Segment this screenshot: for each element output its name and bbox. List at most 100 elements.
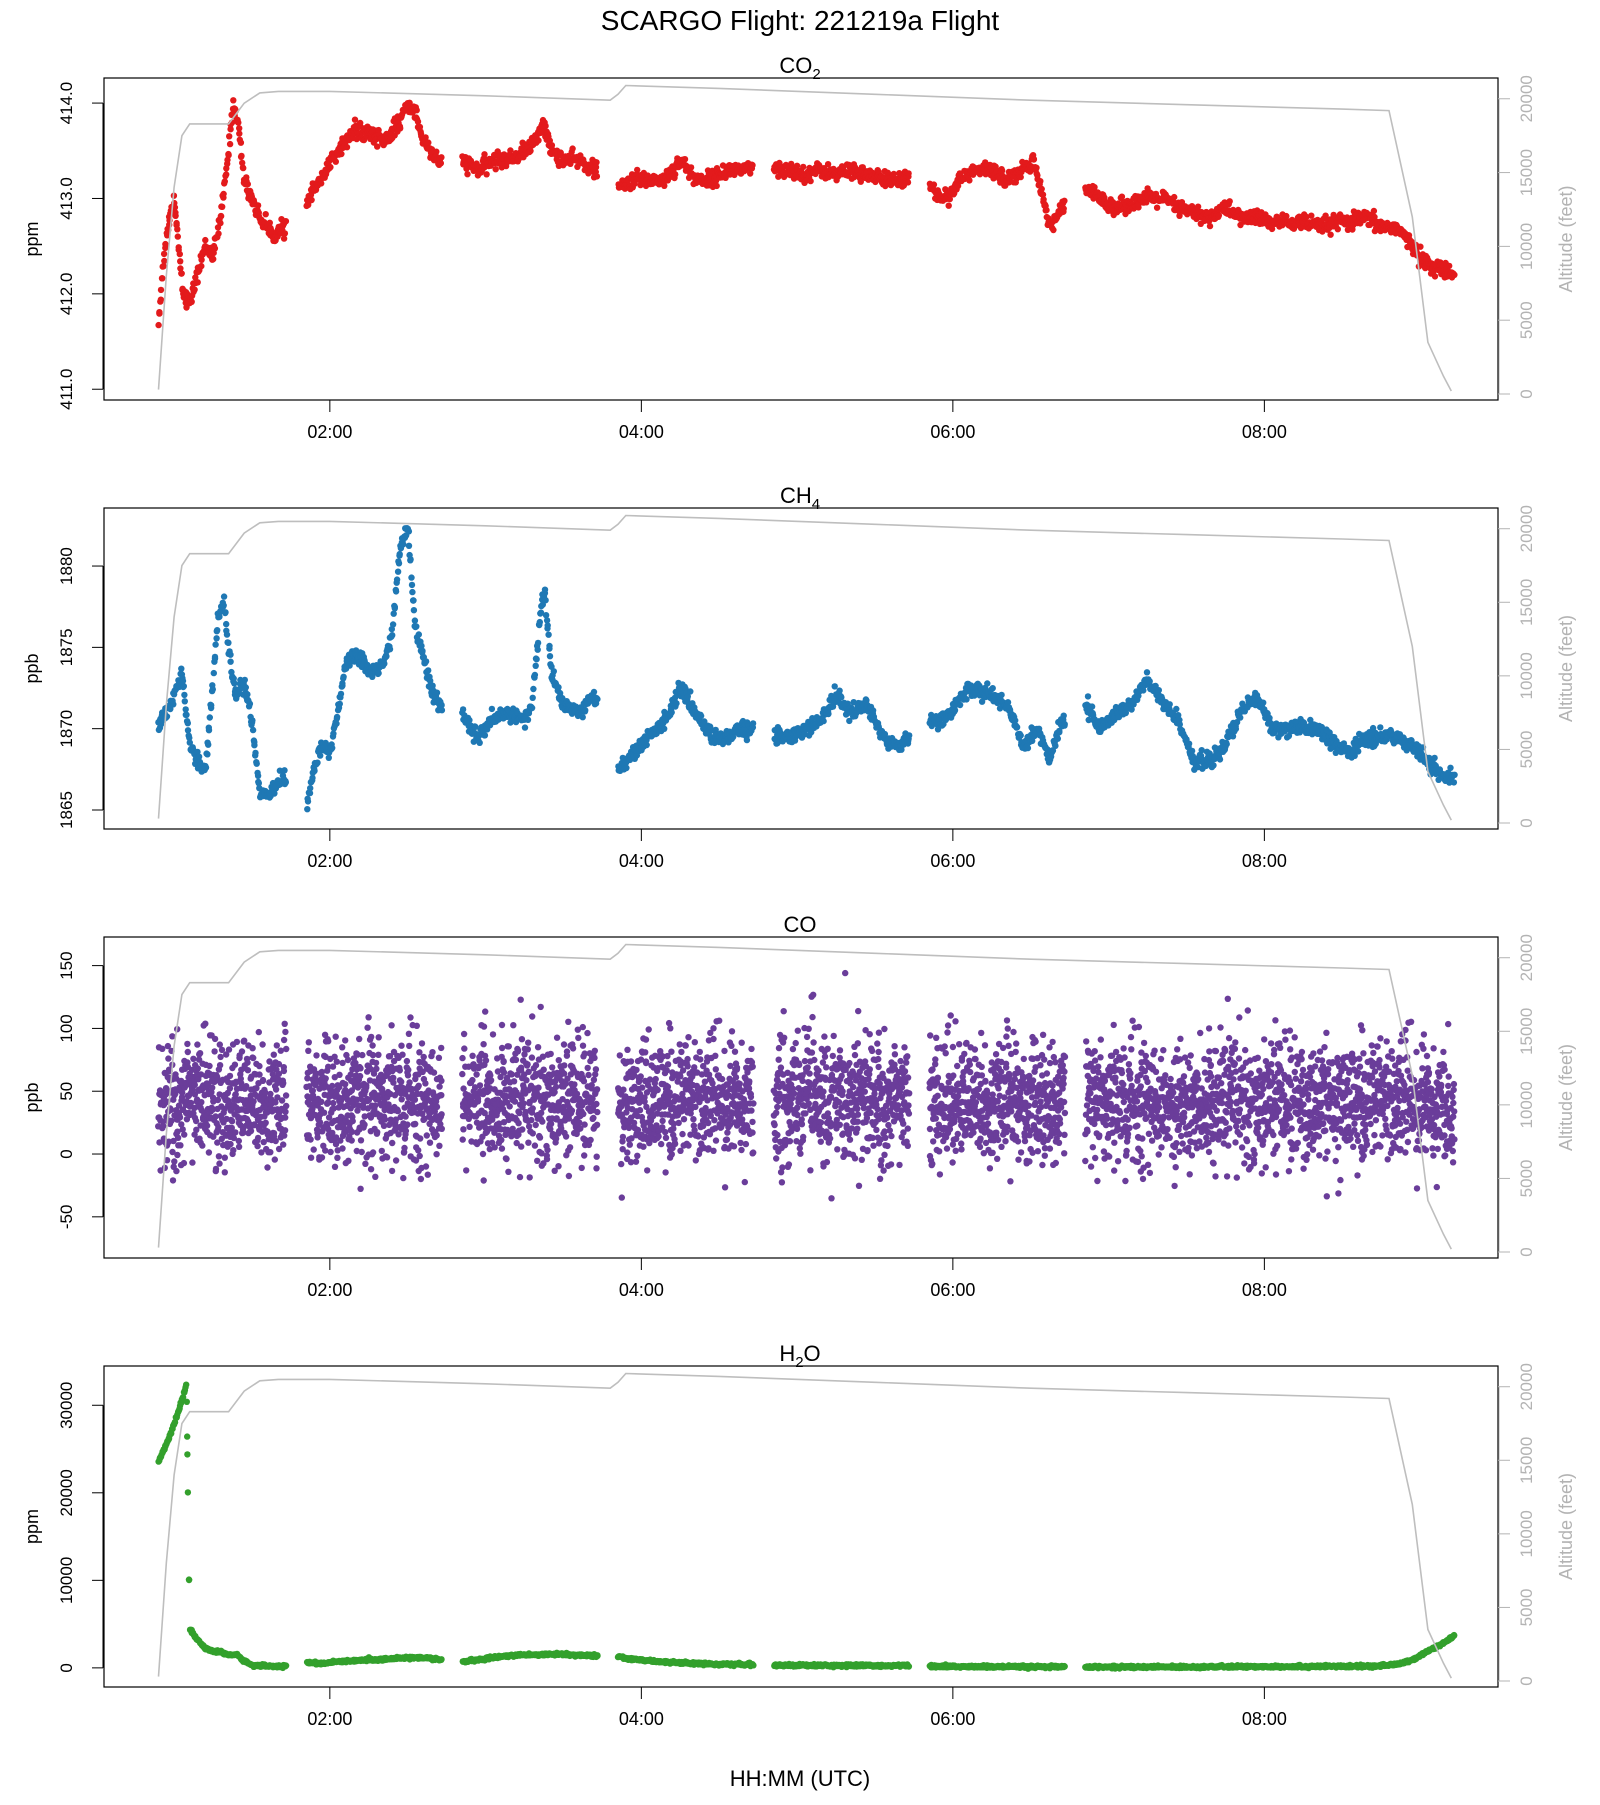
data-point (282, 1114, 288, 1120)
x-tick-label: 06:00 (930, 851, 975, 871)
data-point (532, 672, 538, 678)
data-point (1167, 701, 1173, 707)
data-point (236, 1144, 242, 1150)
data-point (182, 698, 188, 704)
data-point (236, 1138, 242, 1144)
data-point (235, 119, 241, 125)
right-tick-label: 0 (1517, 389, 1536, 398)
data-point (1224, 741, 1230, 747)
data-point (236, 130, 242, 136)
y-tick-label: 1880 (57, 547, 76, 585)
data-point (205, 742, 211, 748)
data-point (283, 1092, 289, 1098)
data-point (177, 251, 183, 257)
data-point (282, 230, 288, 236)
data-point (263, 211, 269, 217)
data-point (397, 125, 403, 131)
data-point (249, 1045, 255, 1051)
data-point (392, 605, 398, 611)
series-points (155, 525, 1458, 812)
data-point (1043, 207, 1049, 213)
data-point (214, 627, 220, 633)
data-point (545, 632, 551, 638)
data-point (194, 1041, 200, 1047)
data-point (1031, 156, 1037, 162)
data-point (221, 602, 227, 608)
data-point (530, 686, 536, 692)
right-tick-label: 5000 (1517, 731, 1536, 769)
data-point (800, 164, 806, 170)
y-tick-label: 100 (57, 1014, 76, 1042)
data-point (477, 740, 483, 746)
x-tick-label: 04:00 (619, 1280, 664, 1300)
data-point (438, 154, 444, 160)
data-point (273, 1086, 279, 1092)
data-point (381, 661, 387, 667)
x-tick-label: 02:00 (307, 851, 352, 871)
right-tick-label: 15000 (1517, 1008, 1536, 1055)
data-point (375, 670, 381, 676)
data-point (203, 764, 209, 770)
x-axis-title: HH:MM (UTC) (730, 1766, 871, 1791)
data-point (251, 742, 257, 748)
data-point (1037, 178, 1043, 184)
data-point (181, 1160, 187, 1166)
data-point (1371, 208, 1377, 214)
data-point (216, 1160, 222, 1166)
y-tick-label: 1870 (57, 710, 76, 748)
data-point (535, 640, 541, 646)
data-point (282, 1029, 288, 1035)
data-point (1217, 756, 1223, 762)
data-point (1052, 743, 1058, 749)
figure-title: SCARGO Flight: 221219a Flight (601, 5, 1000, 36)
data-point (245, 181, 251, 187)
data-point (1327, 232, 1333, 238)
data-point (433, 149, 439, 155)
data-point (244, 1059, 250, 1065)
data-point (387, 646, 393, 652)
data-point (308, 197, 314, 203)
data-point (176, 244, 182, 250)
data-point (161, 251, 167, 257)
data-point (832, 683, 838, 689)
data-point (1186, 741, 1192, 747)
data-point (204, 751, 210, 757)
data-point (207, 714, 213, 720)
data-point (466, 717, 472, 723)
data-point (181, 1131, 187, 1137)
data-point (533, 663, 539, 669)
data-point (206, 1149, 212, 1155)
data-point (1119, 194, 1125, 200)
data-point (283, 1103, 289, 1109)
data-point (256, 1071, 262, 1077)
data-point (688, 164, 694, 170)
data-point (395, 569, 401, 575)
data-point (905, 170, 911, 176)
data-point (210, 256, 216, 262)
data-point (698, 713, 704, 719)
data-point (249, 717, 255, 723)
y-tick-label: 1865 (57, 791, 76, 829)
data-point (215, 1097, 221, 1103)
data-point (423, 658, 429, 664)
data-point (168, 1118, 174, 1124)
data-point (273, 1138, 279, 1144)
data-point (199, 1142, 205, 1148)
data-point (281, 1064, 287, 1070)
data-point (229, 1118, 235, 1124)
series-points (155, 97, 1457, 328)
data-point (158, 297, 164, 303)
data-point (340, 674, 346, 680)
data-point (232, 1062, 238, 1068)
data-point (212, 245, 218, 251)
plot-frame (104, 78, 1498, 400)
y-axis-label: ppm (22, 221, 42, 256)
data-point (522, 724, 528, 730)
data-point (183, 712, 189, 718)
data-point (281, 767, 287, 773)
data-point (175, 1135, 181, 1141)
data-point (174, 226, 180, 232)
data-point (223, 621, 229, 627)
